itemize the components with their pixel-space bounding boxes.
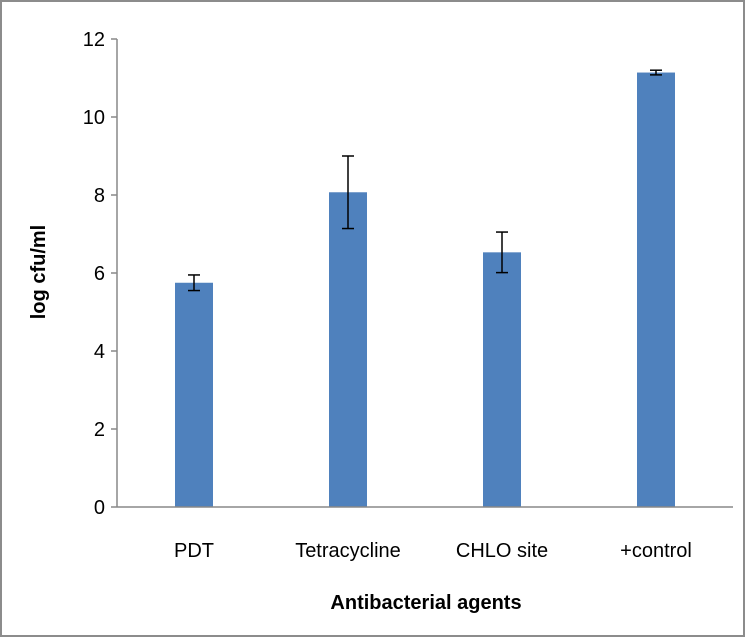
y-tick-label: 4: [94, 341, 105, 363]
bar-0: [175, 282, 213, 507]
y-axis-ticks: 0 2 4 6 8 10 12: [83, 29, 117, 519]
x-category-label: CHLO site: [456, 540, 548, 562]
bars-group: [175, 72, 675, 507]
x-category-label: PDT: [174, 540, 214, 562]
y-tick-label: 0: [94, 497, 105, 519]
bar-1: [329, 192, 367, 507]
error-bars-group: [188, 69, 662, 292]
x-category-label: +control: [620, 540, 692, 562]
y-tick-label: 12: [83, 29, 105, 51]
x-axis-labels: PDT Tetracycline CHLO site +control: [174, 540, 692, 562]
y-tick-label: 8: [94, 185, 105, 207]
y-tick-label: 10: [83, 107, 105, 129]
bar-2: [483, 252, 521, 507]
y-axis-title: log cfu/ml: [28, 225, 50, 319]
bar-3: [637, 72, 675, 507]
y-tick-label: 2: [94, 419, 105, 441]
x-axis-title: Antibacterial agents: [330, 592, 521, 614]
x-category-label: Tetracycline: [295, 540, 401, 562]
y-tick-label: 6: [94, 263, 105, 285]
